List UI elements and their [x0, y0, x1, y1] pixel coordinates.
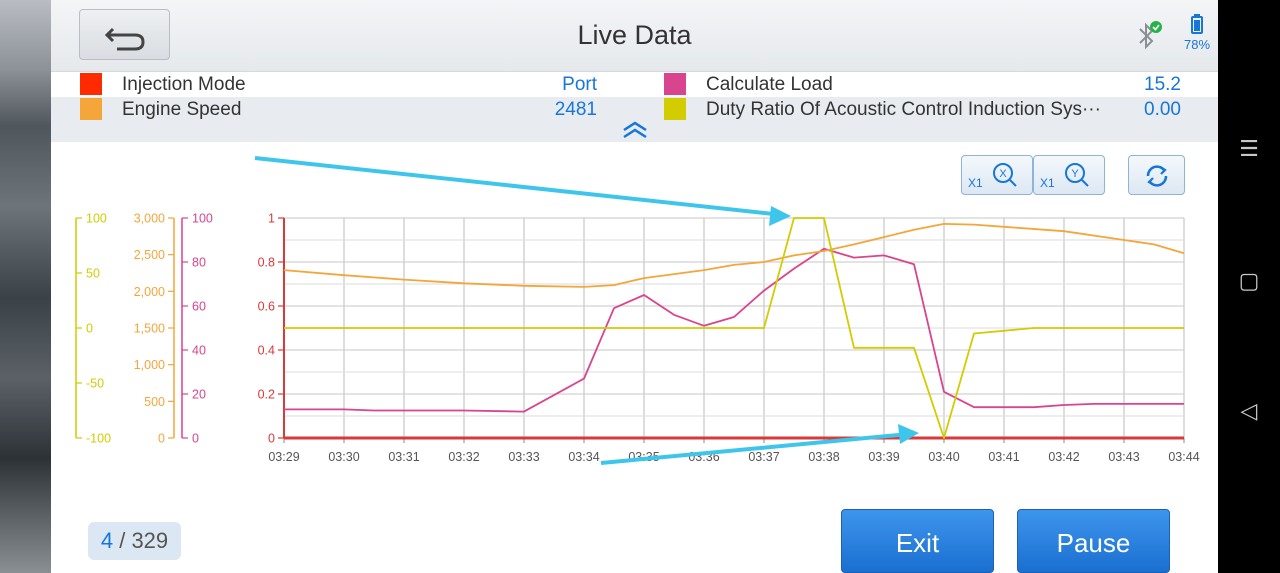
y-tick-label-orange: 0 [158, 432, 165, 446]
back-button[interactable] [79, 9, 170, 60]
exit-button[interactable]: Exit [841, 509, 994, 573]
series-line-magenta [284, 247, 1184, 413]
y-tick-label-magenta: 60 [192, 300, 206, 314]
param-value: 2481 [554, 99, 597, 120]
chart-axes: 03:2903:3003:3103:3203:3303:3403:3503:36… [75, 212, 1200, 464]
android-nav-bar: ☰ ▢ ◁ [1218, 0, 1280, 573]
x-tick-label: 03:41 [988, 450, 1019, 464]
y-tick-label-red: 1 [268, 212, 275, 226]
y-tick-label-yellow: -100 [86, 432, 111, 446]
menu-icon[interactable]: ☰ [1239, 136, 1259, 161]
y-tick-label-red: 0.6 [258, 300, 275, 314]
y-tick-label-orange: 1,500 [134, 322, 165, 336]
x-tick-label: 03:44 [1168, 450, 1199, 464]
x-tick-label: 03:37 [748, 450, 779, 464]
parameter-panel: Injection Mode Port Calculate Load 15.2 … [51, 72, 1218, 142]
y-tick-label-magenta: 20 [192, 388, 206, 402]
x-tick-label: 03:33 [508, 450, 539, 464]
param-name: Engine Speed [122, 99, 242, 120]
param-value: Port [562, 74, 597, 95]
x-tick-label: 03:39 [868, 450, 899, 464]
y-tick-label-yellow: 50 [86, 267, 100, 281]
color-swatch-duty-ratio [664, 98, 686, 120]
battery-level: 78% [1183, 37, 1211, 52]
y-tick-label-magenta: 40 [192, 344, 206, 358]
y-tick-label-red: 0.2 [258, 388, 275, 402]
annotation-arrow [600, 432, 910, 465]
page-current: 4 [100, 528, 114, 553]
live-data-app: Live Data 78% Injection Mode Port Calcul… [51, 0, 1218, 573]
page-total: 329 [131, 528, 169, 553]
x-tick-label: 03:32 [448, 450, 479, 464]
x-tick-label: 03:29 [268, 450, 299, 464]
y-tick-label-yellow: -50 [86, 377, 104, 391]
y-tick-label-red: 0 [268, 432, 275, 446]
x-tick-label: 03:31 [388, 450, 419, 464]
bluetooth-connected-icon [1139, 21, 1162, 50]
y-tick-label-magenta: 0 [192, 432, 199, 446]
y-tick-label-yellow: 0 [86, 322, 93, 336]
param-name: Injection Mode [122, 74, 246, 95]
pause-button[interactable]: Pause [1017, 509, 1170, 573]
series-line-yellow [284, 217, 1184, 439]
y-tick-label-magenta: 100 [192, 212, 213, 226]
battery-indicator: 78% [1179, 14, 1215, 54]
refresh-button[interactable] [1128, 155, 1185, 195]
parameter-row: Engine Speed 2481 Duty Ratio Of Acoustic… [51, 97, 1218, 122]
x-tick-label: 03:30 [328, 450, 359, 464]
color-swatch-calculate-load [664, 73, 686, 95]
svg-text:Y: Y [1071, 168, 1079, 180]
param-name: Calculate Load [706, 74, 833, 95]
y-tick-label-red: 0.8 [258, 256, 275, 270]
y-tick-label-orange: 2,500 [134, 248, 165, 262]
color-swatch-injection-mode [80, 73, 102, 95]
home-icon[interactable]: ▢ [1238, 268, 1260, 293]
y-tick-label-orange: 500 [144, 395, 165, 409]
y-tick-label-magenta: 80 [192, 256, 206, 270]
x-tick-label: 03:42 [1048, 450, 1079, 464]
zoom-x-label: X1 [968, 176, 983, 190]
header-bar: Live Data 78% [51, 0, 1218, 72]
chart-annotations [254, 156, 919, 465]
y-tick-label-orange: 2,000 [134, 285, 165, 299]
zoom-x-icon: X [993, 163, 1017, 187]
page-indicator: 4 / 329 [88, 522, 181, 560]
color-swatch-engine-speed [80, 98, 102, 120]
series-line-orange [283, 223, 1185, 288]
zoom-y-button[interactable]: X1 Y [1033, 155, 1105, 195]
x-tick-label: 03:40 [928, 450, 959, 464]
y-tick-label-yellow: 100 [86, 212, 107, 226]
y-tick-label-red: 0.4 [258, 344, 275, 358]
param-value: 0.00 [1144, 99, 1181, 120]
refresh-icon [1146, 165, 1168, 187]
chart-series [283, 217, 1185, 440]
param-name: Duty Ratio Of Acoustic Control Induction… [706, 99, 1101, 120]
back-nav-icon[interactable]: ◁ [1240, 398, 1258, 423]
parameter-row: Injection Mode Port Calculate Load 15.2 [51, 72, 1218, 97]
annotation-arrow [254, 156, 784, 217]
double-chevron-up-icon[interactable] [621, 120, 649, 140]
y-tick-label-orange: 3,000 [134, 212, 165, 226]
x-tick-label: 03:43 [1108, 450, 1139, 464]
back-arrow-icon [104, 27, 145, 51]
svg-text:X: X [999, 168, 1007, 180]
page-separator: / [113, 528, 132, 553]
zoom-x-button[interactable]: X1 X [961, 155, 1033, 195]
zoom-y-icon: Y [1065, 163, 1089, 187]
background-wallpaper-edge [0, 0, 51, 573]
zoom-y-label: X1 [1040, 176, 1055, 190]
page-title: Live Data [577, 20, 692, 50]
param-value: 15.2 [1144, 74, 1181, 95]
x-tick-label: 03:38 [808, 450, 839, 464]
x-tick-label: 03:34 [568, 450, 599, 464]
battery-icon [1194, 14, 1200, 16]
live-data-chart: 03:2903:3003:3103:3203:3303:3403:3503:36… [75, 156, 1200, 465]
y-tick-label-orange: 1,000 [134, 358, 165, 372]
